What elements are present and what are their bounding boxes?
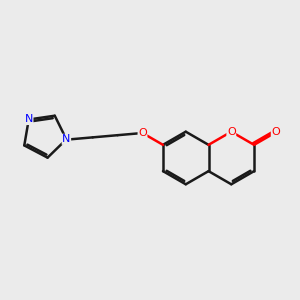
Text: O: O — [271, 128, 280, 137]
Text: O: O — [227, 127, 236, 137]
Text: O: O — [138, 128, 147, 138]
Text: N: N — [25, 115, 33, 124]
Text: N: N — [62, 134, 70, 144]
